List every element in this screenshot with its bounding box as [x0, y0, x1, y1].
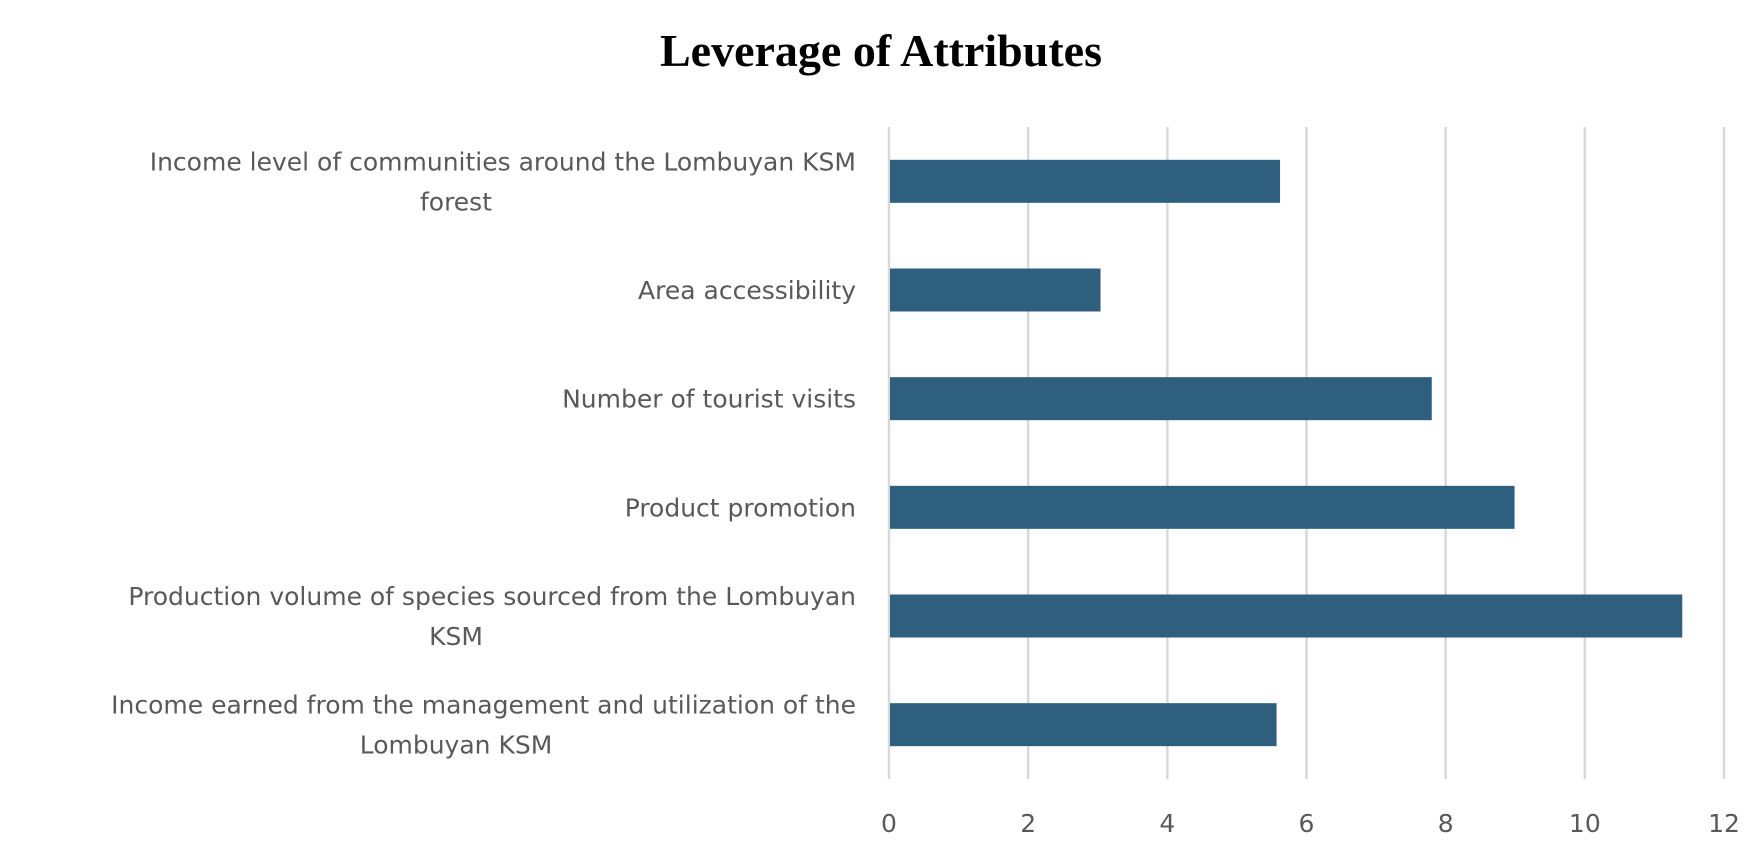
category-label: Product promotion [625, 493, 856, 522]
category-label: forest [420, 187, 492, 216]
x-tick-label: 0 [881, 809, 897, 838]
category-label: Production volume of species sourced fro… [128, 582, 856, 611]
chart-title: Leverage of Attributes [660, 25, 1102, 76]
bar [890, 594, 1683, 638]
bar [890, 159, 1281, 203]
category-label: Income level of communities around the L… [150, 147, 856, 176]
category-label: Number of tourist visits [562, 385, 856, 414]
bar [890, 703, 1277, 747]
category-label: Lombuyan KSM [360, 731, 553, 760]
category-label: Income earned from the management and ut… [111, 691, 856, 720]
x-tick-label: 10 [1569, 809, 1601, 838]
x-tick-label: 4 [1159, 809, 1175, 838]
bar [890, 377, 1432, 421]
x-tick-label: 8 [1438, 809, 1454, 838]
x-tick-label: 12 [1708, 809, 1740, 838]
bar [890, 485, 1515, 529]
category-label: Area accessibility [638, 276, 856, 305]
bar [890, 268, 1101, 312]
category-label: KSM [429, 622, 483, 651]
x-tick-label: 6 [1299, 809, 1315, 838]
x-tick-label: 2 [1020, 809, 1036, 838]
